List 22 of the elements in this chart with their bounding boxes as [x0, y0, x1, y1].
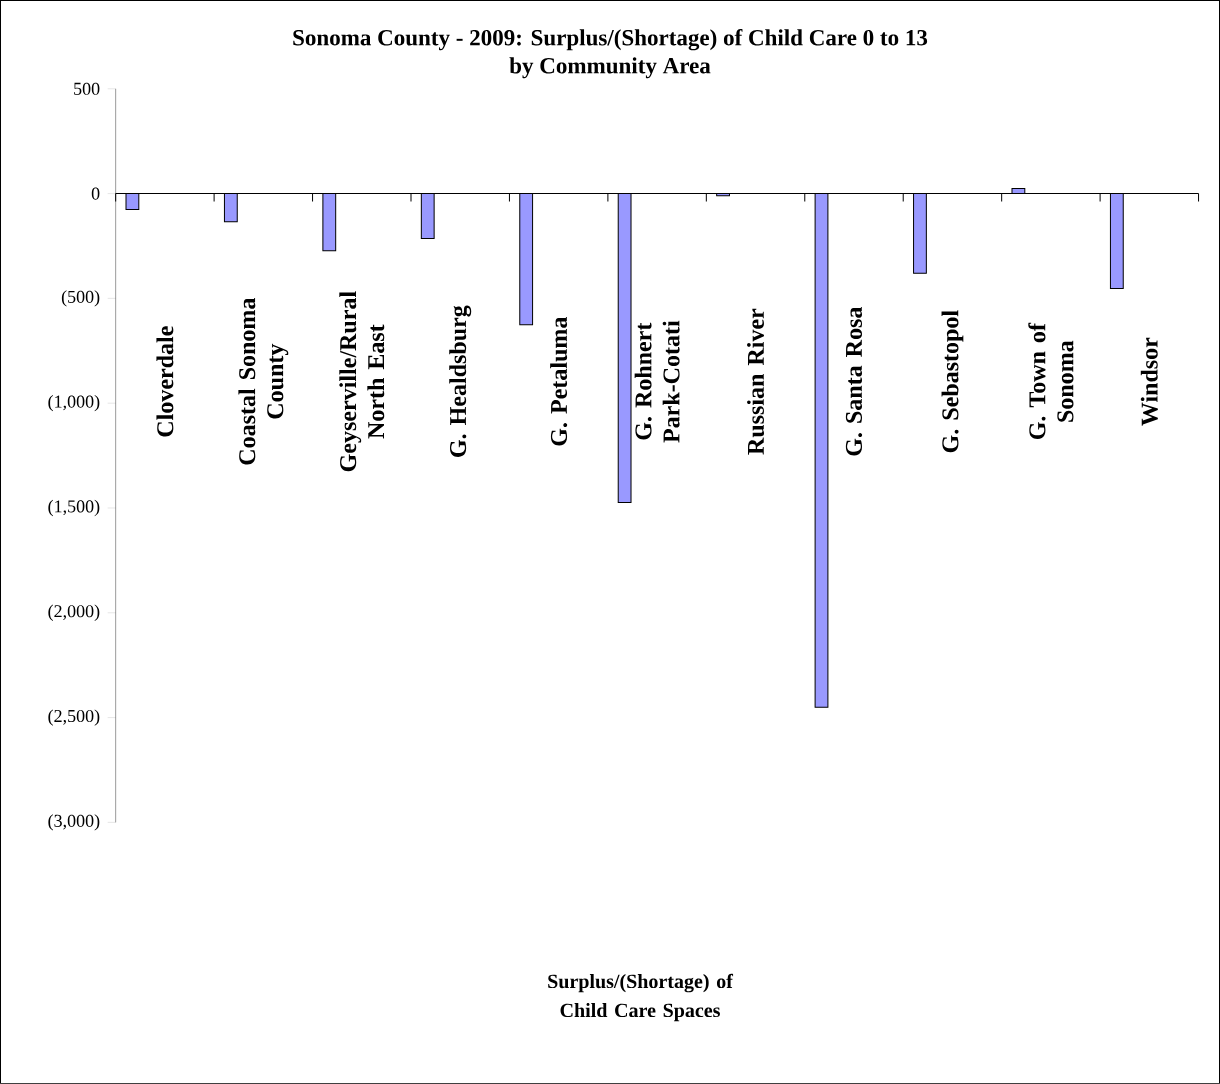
y-tick-label: 0 [91, 187, 100, 200]
y-tick-label: (2,000) [48, 604, 100, 621]
y-tick-label: (3,000) [48, 814, 100, 831]
x-tick-label: G. Town of Sonoma [1028, 322, 1074, 440]
chart-title: Sonoma County - 2009: Surplus/(Shortage) of Child Care 0 to 13 [293, 29, 928, 51]
y-tick-label: (2,500) [48, 709, 100, 726]
x-tick-label: G. Petaluma [550, 317, 568, 446]
x-tick-label: G. Rohnert Park-Cotati [634, 320, 680, 443]
x-tick-label: G. Sebastopol [941, 310, 964, 453]
text: Surplus/(Shortage) of Child Care Spaces [548, 973, 734, 1022]
x-tick-label: Cloverdale [156, 326, 174, 437]
x-tick-label: Coastal Sonoma County [238, 298, 289, 465]
y-tick-label: (1,000) [48, 395, 100, 412]
x-tick-label: Russian River [747, 308, 765, 455]
x-tick-label: G. Healdsburg [449, 305, 472, 457]
y-tick-label: 500 [74, 82, 100, 95]
x-tick-label: Geyserville/Rural North East [339, 291, 385, 472]
y-tick-label: (1,500) [48, 499, 100, 517]
x-tick-label: Windsor [1140, 337, 1158, 426]
y-tick-label: (500) [61, 290, 100, 307]
chart-subtitle: by Community Area [509, 57, 711, 79]
x-tick-label: G. Santa Rosa [845, 307, 863, 456]
